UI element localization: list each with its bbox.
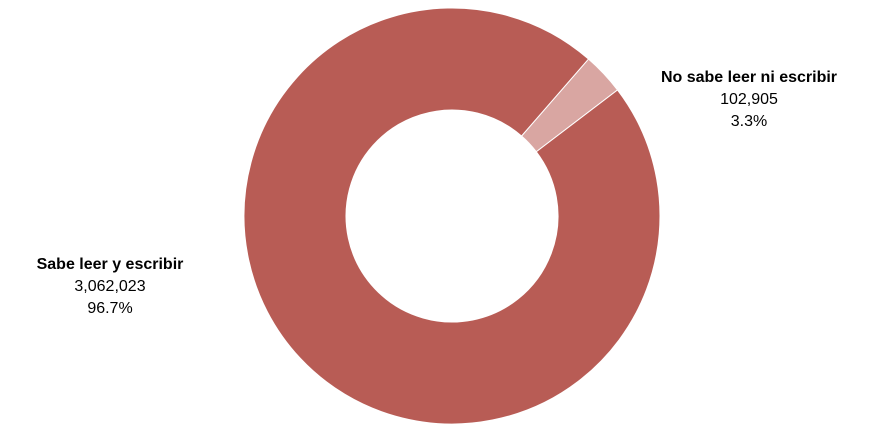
slice-label-value: 3,062,023 — [74, 278, 146, 295]
slice-label-percent: 3.3% — [730, 113, 768, 130]
slice-label-name: No sabe leer ni escribir — [660, 69, 838, 86]
slice-label-percent: 96.7% — [87, 300, 133, 317]
donut-slices — [243, 7, 661, 425]
donut-slice-1 — [243, 7, 661, 425]
slice-label-value: 102,905 — [720, 91, 778, 108]
data-label-no-sabe: No sabe leer ni escribir 102,905 3.3% — [626, 67, 872, 133]
data-label-sabe: Sabe leer y escribir 3,062,023 96.7% — [4, 254, 216, 320]
slice-label-name: Sabe leer y escribir — [36, 256, 184, 273]
